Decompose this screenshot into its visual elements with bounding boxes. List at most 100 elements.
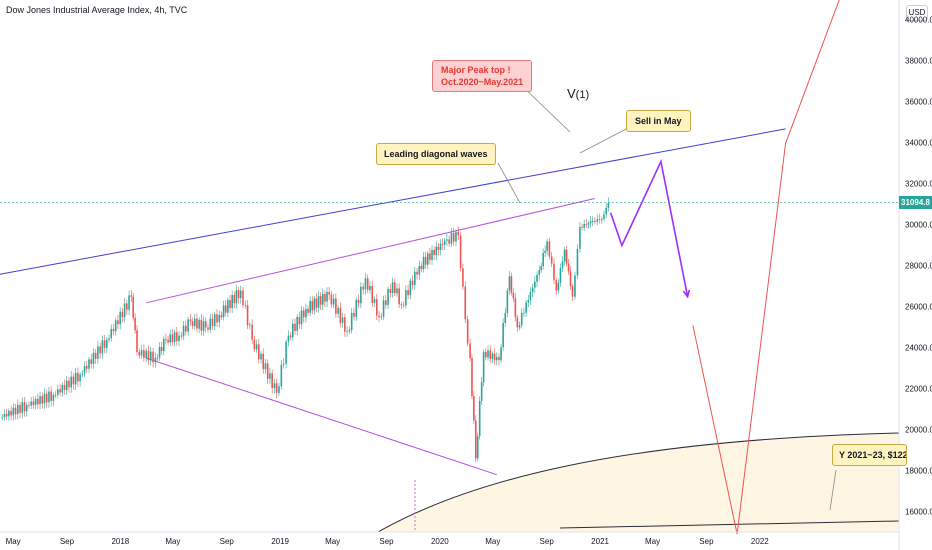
price-candle: [39, 391, 41, 410]
price-candle: [605, 203, 607, 218]
price-candle: [531, 283, 534, 298]
price-candle: [598, 213, 601, 224]
price-candle: [231, 290, 233, 314]
price-candle: [271, 369, 273, 394]
price-candle: [409, 278, 412, 300]
price-candle: [360, 282, 362, 309]
price-candle: [516, 314, 519, 332]
price-candle: [574, 271, 576, 300]
price-candle: [448, 235, 450, 247]
price-candle: [591, 216, 594, 227]
price-candle: [83, 361, 86, 377]
price-candle: [90, 354, 93, 369]
price-candle: [510, 272, 513, 296]
price-candle: [253, 336, 256, 353]
sell-in-may-note[interactable]: Sell in May: [626, 110, 691, 132]
price-candle: [476, 432, 479, 462]
wedge-lower-line[interactable]: [146, 357, 497, 476]
price-candle: [143, 344, 145, 362]
price-candle: [473, 391, 475, 425]
currency-button[interactable]: USD: [906, 5, 928, 21]
price-candle: [54, 391, 57, 398]
price-tick-label: 26000.0: [905, 302, 932, 312]
price-candle: [378, 311, 380, 323]
price-candle: [485, 348, 487, 361]
price-candle: [8, 408, 10, 421]
price-candle: [185, 320, 187, 336]
price-candle: [337, 305, 339, 319]
price-candle: [389, 283, 392, 298]
price-tick-label: 40000.0: [905, 15, 932, 25]
projection-line[interactable]: [609, 159, 689, 297]
long-term-arc: [377, 432, 900, 533]
price-candle: [94, 349, 97, 364]
price-candle: [121, 308, 124, 323]
price-candle: [136, 325, 138, 356]
price-candle: [553, 258, 555, 285]
price-candle: [173, 329, 176, 347]
price-candle: [393, 278, 396, 297]
price-candle: [99, 342, 101, 359]
price-candle: [348, 326, 351, 335]
price-candle: [311, 295, 314, 315]
price-candle: [178, 331, 180, 347]
price-candle: [65, 376, 68, 395]
price-candle: [74, 368, 77, 391]
price-candle: [138, 348, 141, 359]
red-projection-line[interactable]: [692, 0, 843, 535]
price-candle: [536, 271, 538, 288]
price-candle: [117, 314, 119, 329]
price-candle: [385, 295, 387, 309]
major-peak-line-2: Oct.2020~May.2021: [441, 77, 524, 87]
price-candle: [92, 348, 95, 369]
price-candle: [130, 290, 133, 303]
price-candle: [16, 399, 19, 420]
price-candle: [5, 408, 8, 421]
price-candle: [322, 288, 324, 311]
arc-target-note[interactable]: Y 2021~23, $122: [832, 444, 907, 466]
price-candle: [506, 287, 509, 318]
price-candle: [435, 241, 438, 261]
price-candle: [601, 216, 603, 224]
price-candle: [534, 276, 536, 293]
price-candle: [452, 227, 455, 246]
price-candle: [402, 301, 405, 309]
price-candle: [491, 351, 494, 364]
wedge-upper-line[interactable]: [146, 198, 595, 304]
price-candle: [355, 297, 358, 322]
price-candle: [72, 373, 75, 390]
price-candle: [273, 378, 276, 394]
price-candle: [426, 250, 429, 269]
price-candle: [422, 252, 425, 273]
price-tick-label: 24000.0: [905, 343, 932, 353]
price-candle: [25, 402, 28, 417]
price-tick-label: 22000.0: [905, 384, 932, 394]
price-candle: [443, 238, 446, 251]
price-candle: [298, 311, 301, 329]
price-candle: [555, 277, 558, 295]
price-candle: [300, 305, 303, 330]
price-candle: [235, 284, 238, 309]
price-candle: [525, 299, 527, 318]
time-tick-label: Sep: [59, 537, 75, 546]
price-candle: [249, 322, 251, 330]
price-candle: [280, 360, 283, 390]
trendline-line[interactable]: [0, 128, 786, 275]
price-candle: [400, 301, 403, 310]
price-candle: [229, 294, 231, 313]
price-candle: [242, 286, 244, 308]
callout-pointers: [497, 83, 837, 511]
major-peak-line-1: Major Peak top !: [441, 65, 511, 75]
price-candle: [182, 321, 185, 340]
major-peak-note[interactable]: Major Peak top ! Oct.2020~May.2021: [432, 60, 533, 92]
leading-diagonal-note[interactable]: Leading diagonal waves: [376, 143, 496, 165]
price-candle: [167, 336, 169, 346]
price-candle: [68, 376, 70, 393]
price-candle: [269, 367, 271, 385]
last-price-tag: 31094.8: [899, 196, 932, 210]
price-candle: [28, 401, 30, 409]
price-candle: [171, 329, 174, 346]
price-candle: [307, 305, 309, 316]
price-candle: [382, 295, 385, 321]
